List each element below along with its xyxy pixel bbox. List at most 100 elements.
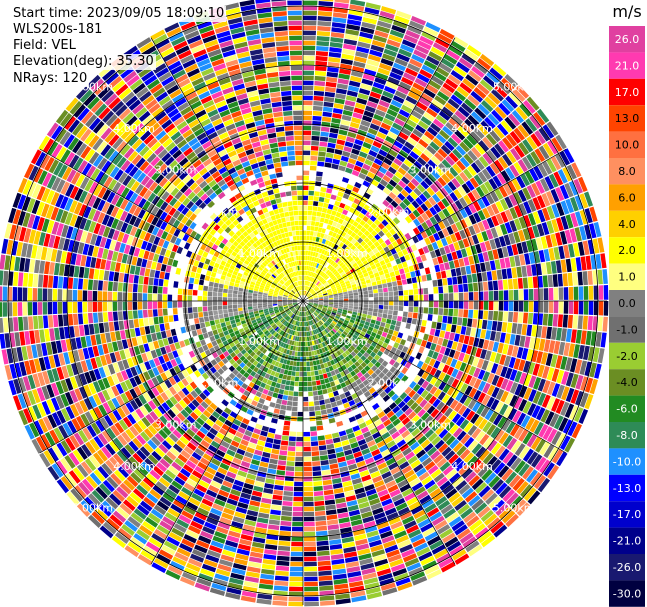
velocity-gate: [467, 94, 480, 107]
velocity-gate: [577, 271, 583, 286]
velocity-gate: [303, 200, 308, 206]
velocity-gate: [314, 267, 318, 273]
velocity-gate: [451, 341, 458, 350]
velocity-gate: [336, 312, 342, 316]
velocity-gate: [429, 250, 437, 259]
velocity-gate: [565, 372, 574, 387]
velocity-gate: [320, 278, 325, 283]
velocity-gate: [341, 114, 352, 122]
velocity-gate: [451, 213, 459, 223]
velocity-gate: [482, 152, 493, 165]
velocity-gate: [424, 237, 432, 246]
velocity-gate: [439, 330, 446, 339]
velocity-gate: [303, 396, 309, 402]
velocity-gate: [367, 233, 374, 240]
velocity-gate: [303, 290, 305, 296]
velocity-gate: [315, 263, 320, 269]
velocity-gate: [551, 218, 560, 233]
velocity-gate: [314, 70, 327, 77]
velocity-gate: [458, 197, 468, 208]
velocity-gate: [319, 277, 324, 282]
velocity-gate: [325, 262, 330, 268]
velocity-gate: [322, 307, 328, 311]
velocity-gate: [343, 291, 348, 295]
velocity-gate: [388, 191, 397, 200]
velocity-gate: [453, 90, 467, 102]
velocity-gate: [579, 360, 588, 375]
velocity-gate: [567, 272, 573, 286]
velocity-gate: [375, 72, 389, 81]
velocity-gate: [311, 135, 320, 141]
velocity-gate: [307, 294, 312, 298]
velocity-gate: [303, 386, 308, 392]
velocity-gate: [564, 182, 574, 198]
velocity-gate: [332, 482, 343, 489]
velocity-gate: [342, 289, 348, 293]
velocity-gate: [321, 288, 326, 292]
velocity-gate: [320, 212, 327, 218]
velocity-gate: [437, 176, 447, 187]
velocity-gate: [285, 466, 295, 472]
velocity-gate: [303, 526, 316, 532]
velocity-gate: [298, 391, 303, 397]
velocity-gate: [373, 113, 384, 122]
velocity-gate: [336, 83, 348, 90]
velocity-gate: [335, 144, 344, 151]
velocity-gate: [348, 265, 354, 271]
velocity-gate: [453, 189, 463, 200]
velocity-gate: [318, 151, 326, 157]
velocity-gate: [337, 259, 343, 265]
velocity-gate: [362, 310, 368, 315]
velocity-gate: [366, 132, 376, 140]
velocity-gate: [342, 48, 356, 56]
velocity-gate: [305, 351, 309, 357]
velocity-gate: [480, 329, 487, 339]
velocity-gate: [318, 304, 323, 307]
velocity-gate: [469, 131, 481, 143]
velocity-gate: [349, 4, 365, 12]
velocity-gate: [396, 213, 404, 222]
velocity-gate: [545, 234, 553, 248]
velocity-gate: [418, 332, 425, 340]
velocity-gate: [343, 252, 350, 258]
velocity-gate: [400, 218, 409, 227]
velocity-gate: [338, 301, 344, 303]
velocity-gate: [465, 180, 475, 191]
velocity-gate: [315, 410, 322, 416]
velocity-gate: [311, 451, 320, 457]
velocity-gate: [484, 261, 491, 272]
velocity-gate: [267, 524, 280, 531]
velocity-gate: [346, 24, 361, 31]
velocity-gate: [503, 183, 513, 196]
velocity-gate: [298, 336, 302, 342]
velocity-gate: [511, 178, 522, 191]
velocity-gate: [314, 505, 325, 512]
velocity-gate: [444, 331, 451, 340]
velocity-gate: [314, 186, 321, 192]
velocity-gate: [555, 153, 566, 168]
velocity-gate: [310, 261, 314, 267]
velocity-gate: [547, 140, 559, 155]
velocity-gate: [373, 158, 383, 166]
velocity-gate: [404, 254, 411, 261]
velocity-gate: [413, 288, 419, 295]
velocity-gate: [526, 136, 538, 150]
velocity-gate: [344, 233, 350, 240]
velocity-gate: [472, 223, 481, 234]
velocity-gate: [315, 237, 320, 243]
velocity-gate: [382, 313, 388, 319]
velocity-gate: [501, 246, 509, 258]
velocity-gate: [327, 448, 336, 455]
velocity-gate: [328, 453, 337, 460]
velocity-gate: [578, 301, 584, 315]
velocity-gate: [354, 56, 367, 64]
velocity-gate: [348, 9, 364, 17]
velocity-gate: [413, 49, 428, 60]
velocity-gate: [346, 90, 358, 97]
velocity-gate: [370, 44, 384, 53]
velocity-gate: [337, 288, 342, 292]
velocity-gate: [416, 338, 423, 346]
velocity-gate: [276, 378, 283, 384]
velocity-gate: [318, 222, 324, 228]
velocity-gate: [384, 323, 391, 329]
